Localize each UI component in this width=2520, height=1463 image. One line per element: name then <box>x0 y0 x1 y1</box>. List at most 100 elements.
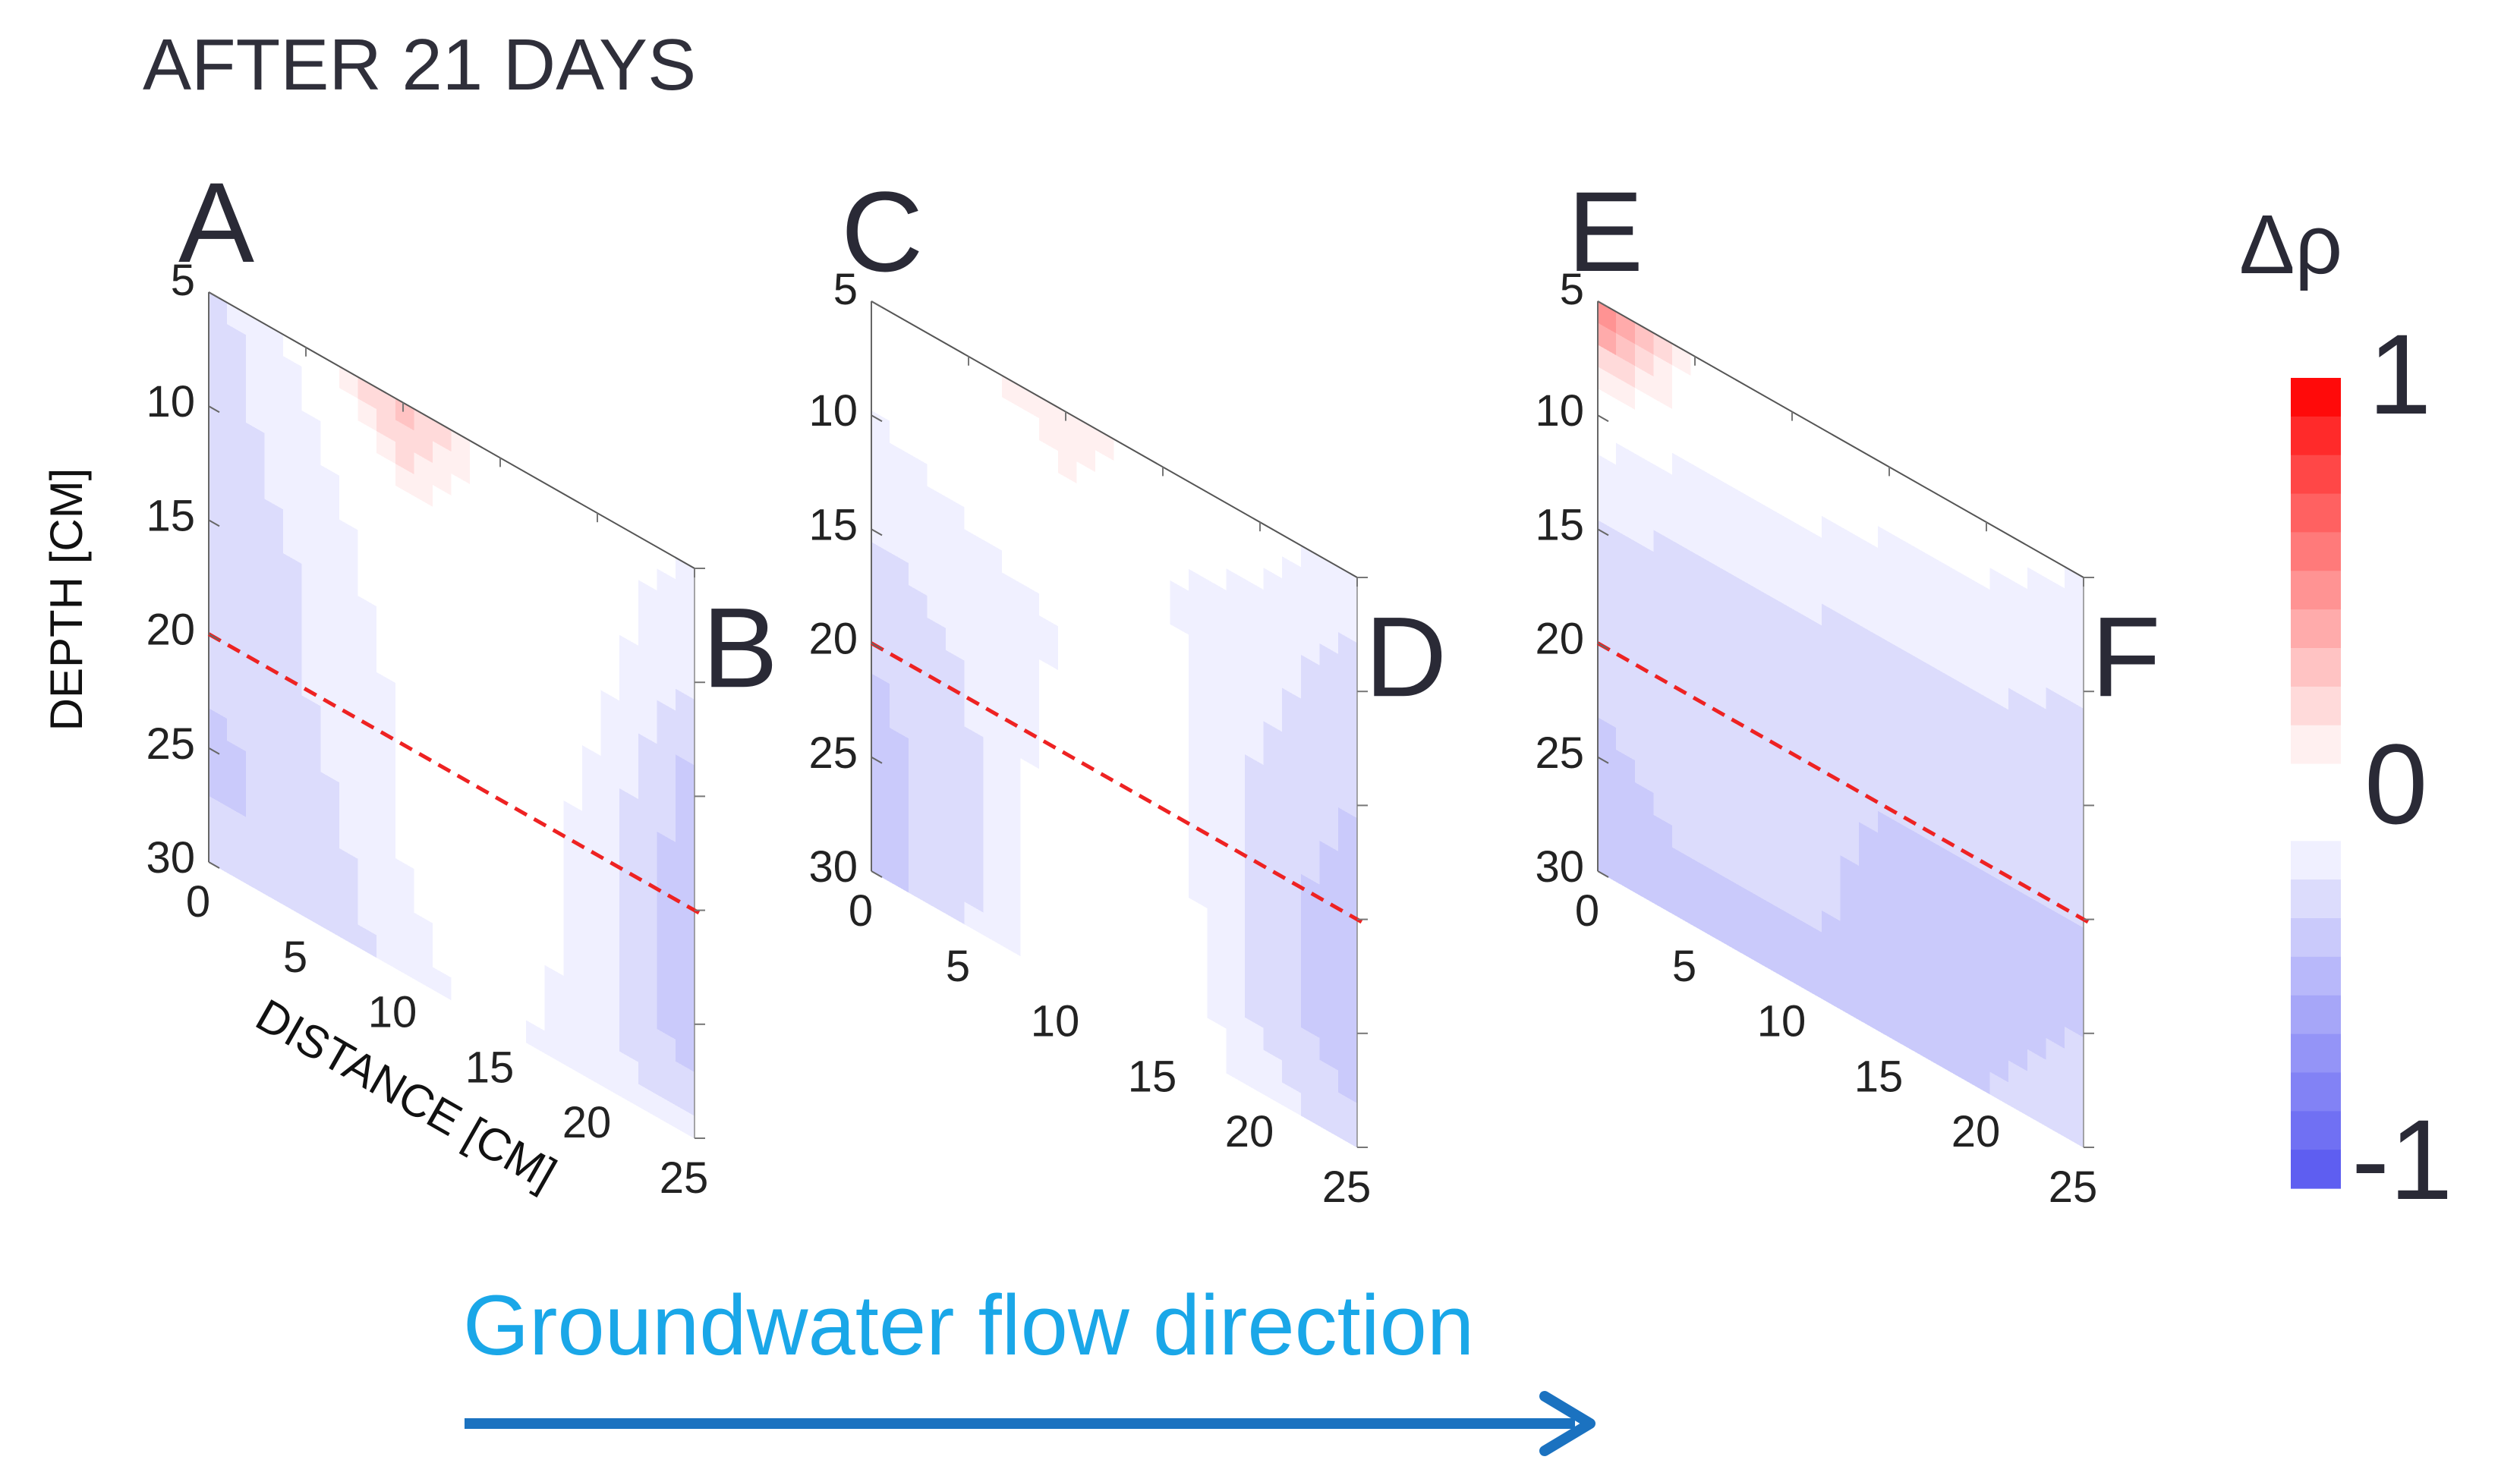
depth-tick-label: 15 <box>808 500 858 549</box>
depth-tick <box>871 756 883 764</box>
depth-tick <box>208 633 220 641</box>
panel-label-front: E <box>1567 168 1643 295</box>
depth-tick-label: 10 <box>808 386 858 436</box>
depth-tick <box>1597 870 1609 878</box>
depth-tick-label: 15 <box>1535 500 1584 549</box>
depth-tick <box>208 291 220 299</box>
distance-tick-label: 10 <box>1757 997 1807 1046</box>
depth-tick <box>871 528 883 536</box>
distance-tick-label: 20 <box>562 1098 612 1147</box>
distance-tick-label: 5 <box>1672 942 1696 991</box>
depth-tick-label: 10 <box>1535 386 1584 436</box>
interface-dashed-line <box>207 632 704 917</box>
panel-e: 5 10 15 20 25 300 5 10 15 20 25 E F <box>1535 168 2160 1212</box>
colorbar-swatch <box>2291 725 2341 765</box>
depth-tick <box>208 519 220 527</box>
colorbar-swatch <box>2291 802 2341 842</box>
depth-tick <box>208 405 220 414</box>
colorbar-swatch <box>2291 956 2341 996</box>
depth-tick-label: 25 <box>1535 728 1584 778</box>
top-edge <box>1597 300 2084 578</box>
colorbar-swatch <box>2291 609 2341 649</box>
colorbar-swatch <box>2291 455 2341 495</box>
depth-tick-label: 25 <box>808 728 858 778</box>
depth-tick-label: 30 <box>808 842 858 892</box>
depth-axis-title: DEPTH [CM] <box>41 468 92 732</box>
distance-tick-label: 25 <box>2049 1163 2098 1212</box>
distance-tick-label: 0 <box>1575 886 1599 936</box>
panel-label-back: D <box>1365 593 1447 720</box>
distance-tick-label: 20 <box>1951 1107 2001 1156</box>
panel-label-front: A <box>178 159 254 286</box>
colorbar-swatch <box>2291 378 2341 417</box>
distance-tick-label: 5 <box>283 933 307 982</box>
depth-tick-label: 25 <box>146 719 195 769</box>
depth-tick <box>871 642 883 650</box>
flow-direction: Groundwater flow direction <box>463 1278 1595 1456</box>
distance-tick-label: 10 <box>368 988 417 1037</box>
distance-tick-label: 15 <box>465 1043 515 1092</box>
colorbar-swatch <box>2291 493 2341 533</box>
colorbar-swatch <box>2291 841 2341 880</box>
distance-tick-label: 5 <box>946 942 970 991</box>
panel-label-front: C <box>841 168 923 295</box>
heatmap-cells <box>871 300 1358 1148</box>
colorbar-min-label: -1 <box>2351 1096 2452 1223</box>
distance-tick-label: 15 <box>1854 1052 1904 1101</box>
depth-tick <box>1597 300 1609 308</box>
colorbar-swatch <box>2291 1072 2341 1112</box>
colorbar-swatch <box>2291 918 2341 958</box>
colorbar-swatch <box>2291 995 2341 1035</box>
depth-tick-label: 15 <box>146 491 195 540</box>
top-edge <box>208 291 695 569</box>
distance-tick-label: 15 <box>1128 1052 1177 1101</box>
depth-tick <box>871 300 883 308</box>
flow-arrow-head <box>1539 1391 1595 1456</box>
distance-tick-label: 20 <box>1225 1107 1274 1156</box>
colorbar-swatch <box>2291 686 2341 726</box>
depth-tick-label: 5 <box>833 265 858 314</box>
colorbar-swatch <box>2291 763 2341 804</box>
depth-tick-label: 5 <box>1560 265 1584 314</box>
colorbar-swatch <box>2291 1150 2341 1189</box>
depth-tick-label: 20 <box>808 615 858 664</box>
colorbar: Δρ 1 0 -1 <box>2239 198 2452 1223</box>
heatmap-cells <box>1597 300 2084 1148</box>
colorbar-mid-label: 0 <box>2364 720 2427 848</box>
distance-tick-label: 0 <box>849 886 873 936</box>
distance-tick-label: 25 <box>660 1153 709 1203</box>
depth-tick <box>1597 642 1609 650</box>
colorbar-swatch <box>2291 648 2341 687</box>
distance-tick-label: 25 <box>1322 1163 1372 1212</box>
depth-tick-label: 20 <box>146 606 195 655</box>
distance-tick-label: 0 <box>186 877 210 927</box>
depth-tick <box>1597 756 1609 764</box>
colorbar-max-label: 1 <box>2368 310 2431 438</box>
depth-tick <box>208 747 220 755</box>
depth-tick-label: 30 <box>1535 842 1584 892</box>
panel-label-back: B <box>702 584 778 711</box>
depth-tick-label: 20 <box>1535 615 1584 664</box>
colorbar-swatch <box>2291 532 2341 571</box>
top-edge <box>871 300 1358 578</box>
depth-tick <box>208 861 220 869</box>
depth-tick-label: 10 <box>146 377 195 426</box>
colorbar-swatch <box>2291 416 2341 456</box>
interface-dashed-line <box>1596 641 2093 926</box>
colorbar-swatch <box>2291 1034 2341 1074</box>
panel-label-back: F <box>2091 593 2161 720</box>
depth-tick <box>871 870 883 878</box>
colorbar-swatch <box>2291 1111 2341 1150</box>
depth-tick <box>1597 528 1609 536</box>
depth-tick-label: 30 <box>146 833 195 883</box>
colorbar-swatch <box>2291 879 2341 919</box>
colorbar-title: Δρ <box>2239 198 2342 291</box>
flow-direction-label: Groundwater flow direction <box>463 1278 1474 1373</box>
depth-tick-label: 5 <box>171 256 195 305</box>
panel-c: 5 10 15 20 25 300 5 10 15 20 25 C D <box>808 168 1447 1212</box>
colorbar-swatch <box>2291 571 2341 610</box>
interface-dashed-line <box>870 641 1366 926</box>
depth-tick <box>1597 414 1609 423</box>
